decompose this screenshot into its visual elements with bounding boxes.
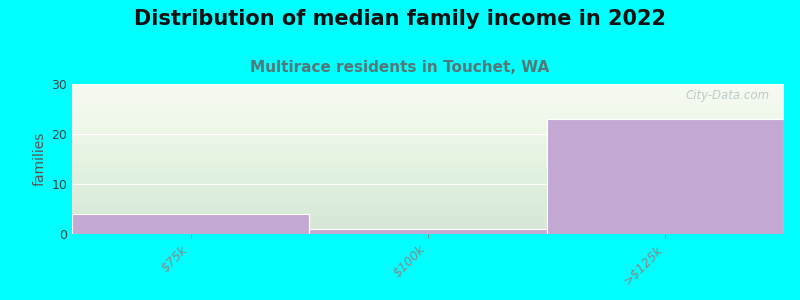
Text: Multirace residents in Touchet, WA: Multirace residents in Touchet, WA [250,60,550,75]
Bar [546,119,784,234]
Text: City-Data.com: City-Data.com [686,88,770,101]
Bar [72,214,310,234]
Bar [310,229,546,234]
Text: Distribution of median family income in 2022: Distribution of median family income in … [134,9,666,29]
Y-axis label: families: families [33,132,47,186]
